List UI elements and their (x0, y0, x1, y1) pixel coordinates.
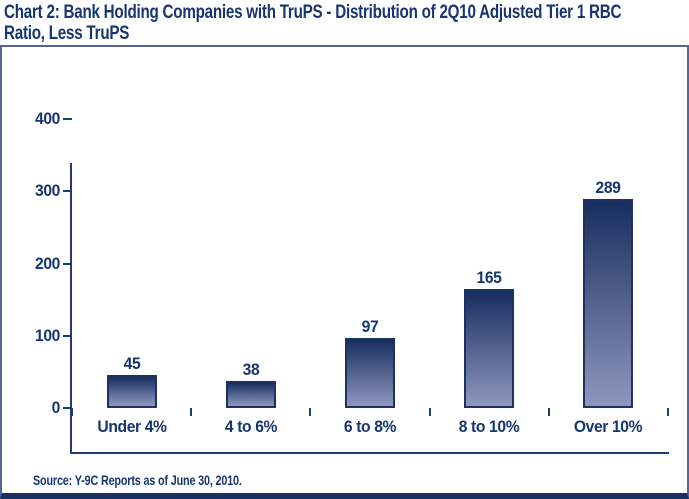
chart-title: Chart 2: Bank Holding Companies with Tru… (4, 2, 622, 44)
y-axis-tick (63, 118, 72, 120)
y-axis-tick (63, 334, 72, 337)
x-axis-tick (71, 408, 73, 416)
bar-3 (345, 338, 395, 408)
y-axis-tick-label: 100 (35, 325, 60, 345)
x-axis-tick (190, 408, 192, 416)
x-axis-category-label: 6 to 8% (343, 417, 397, 436)
x-axis-category-label: Over 10% (573, 417, 643, 436)
x-axis-category-label: Under 4% (97, 417, 167, 436)
y-axis-line (70, 163, 72, 454)
bar-value-label: 97 (361, 317, 379, 336)
y-axis-tick (63, 190, 72, 193)
chart-box: 0 100 200 300 400 45 Under 4% 38 4 to 6% 97 6 to 8… (0, 45, 689, 499)
x-axis-tick (548, 408, 550, 416)
x-axis-line (70, 452, 669, 454)
bar-value-label: 45 (123, 354, 141, 373)
y-axis-tick-label: 200 (35, 253, 60, 273)
bar-2 (226, 381, 276, 408)
bar-value-label: 289 (595, 178, 621, 197)
y-axis-tick-label: 0 (51, 398, 61, 417)
bar-value-label: 38 (242, 360, 260, 379)
y-axis-tick-label: 400 (35, 109, 60, 128)
y-axis-tick (63, 407, 72, 409)
y-axis-tick (63, 262, 72, 265)
bar-5 (583, 199, 633, 408)
x-axis-tick (429, 408, 431, 416)
bar-value-label: 165 (476, 268, 502, 287)
bar-4 (464, 289, 514, 408)
x-axis-category-label: 8 to 10% (458, 417, 520, 436)
plot-area: 0 100 200 300 400 45 Under 4% 38 4 to 6% 97 6 to 8… (2, 47, 687, 493)
source-note: Source: Y-9C Reports as of June 30, 2010… (33, 473, 242, 488)
x-axis-category-label: 4 to 6% (224, 417, 278, 436)
x-axis-tick (309, 408, 311, 416)
y-axis-tick-label: 300 (35, 181, 60, 201)
x-axis-tick (667, 408, 669, 416)
bar-1 (107, 375, 157, 408)
